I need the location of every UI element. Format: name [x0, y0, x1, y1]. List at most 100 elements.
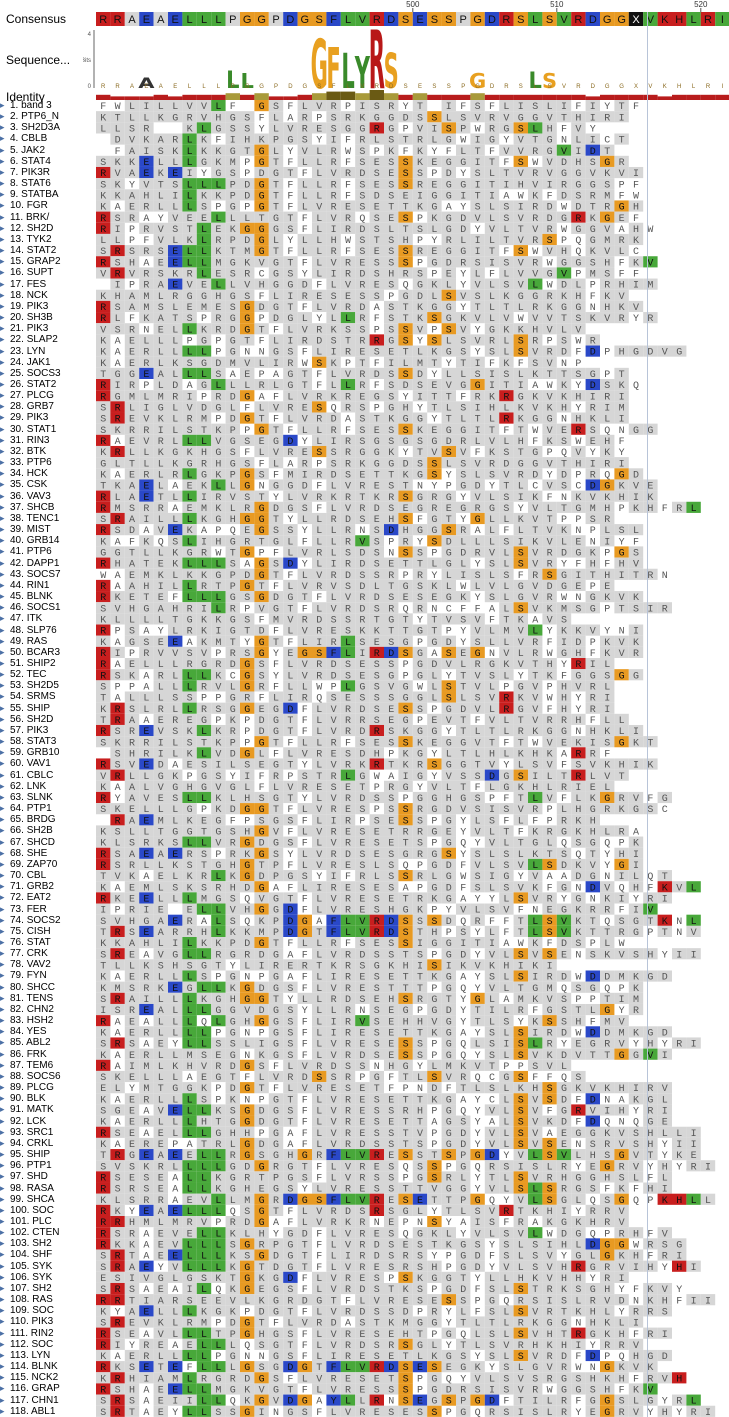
sequence-name-row[interactable]: ▸ 99. SHCA: [0, 1194, 96, 1205]
sequence-name-row[interactable]: ▸ 13. TYK2: [0, 234, 96, 245]
sequence-name-row[interactable]: ▸ 56. SH2D: [0, 714, 96, 725]
sequence-name-row[interactable]: ▸ 48. SLP76: [0, 625, 96, 636]
sequence-name-row[interactable]: ▸ 118. ABL1: [0, 1406, 96, 1417]
sequence-name-row[interactable]: ▸ 112. SOC: [0, 1339, 96, 1350]
sequence-name-row[interactable]: ▸ 57. PIK3: [0, 725, 96, 736]
sequence-name-row[interactable]: ▸ 80. SHCC: [0, 982, 96, 993]
sequence-name-row[interactable]: ▸ 71. GRB2: [0, 881, 96, 892]
sequence-name-row[interactable]: ▸ 42. DAPP1: [0, 558, 96, 569]
sequence-name-row[interactable]: ▸ 54. SRMS: [0, 691, 96, 702]
sequence-name-row[interactable]: ▸ 82. CHN2: [0, 1004, 96, 1015]
sequence-name-row[interactable]: ▸ 25. SOCS3: [0, 368, 96, 379]
sequence-name-row[interactable]: ▸ 51. SHIP2: [0, 658, 96, 669]
sequence-name-row[interactable]: ▸ 32. BTK: [0, 446, 96, 457]
sequence-name-row[interactable]: ▸ 103. SH2: [0, 1238, 96, 1249]
sequence-name-row[interactable]: ▸ 5. JAK2: [0, 145, 96, 156]
sequence-name-row[interactable]: ▸ 61. CBLC: [0, 770, 96, 781]
sequence-name-row[interactable]: ▸ 53. SH2D5: [0, 680, 96, 691]
sequence-name-row[interactable]: ▸ 89. PLCG: [0, 1082, 96, 1093]
sequence-name-row[interactable]: ▸ 7. PIK3R: [0, 167, 96, 178]
sequence-name-row[interactable]: ▸ 37. SHCB: [0, 502, 96, 513]
sequence-name-row[interactable]: ▸ 55. SHIP: [0, 703, 96, 714]
sequence-name-row[interactable]: ▸ 66. SH2B: [0, 825, 96, 836]
sequence-name-row[interactable]: ▸ 81. TENS: [0, 993, 96, 1004]
sequence-name-row[interactable]: ▸ 76. STAT: [0, 937, 96, 948]
sequence-name-row[interactable]: ▸ 18. NCK: [0, 290, 96, 301]
sequence-name-row[interactable]: ▸ 2. PTP6_N: [0, 111, 96, 122]
sequence-name-row[interactable]: ▸ 113. LYN: [0, 1350, 96, 1361]
sequence-name-row[interactable]: ▸ 77. CRK: [0, 948, 96, 959]
sequence-name-row[interactable]: ▸ 91. MATK: [0, 1104, 96, 1115]
sequence-name-row[interactable]: ▸ 4. CBLB: [0, 133, 96, 144]
sequence-name-row[interactable]: ▸ 43. SOCS7: [0, 569, 96, 580]
sequence-name-row[interactable]: ▸ 29. PIK3: [0, 412, 96, 423]
sequence-name-row[interactable]: ▸ 6. STAT4: [0, 156, 96, 167]
sequence-name-row[interactable]: ▸ 39. MIST: [0, 524, 96, 535]
sequence-name-row[interactable]: ▸ 34. HCK: [0, 468, 96, 479]
sequence-name-row[interactable]: ▸ 36. VAV3: [0, 491, 96, 502]
sequence-name-row[interactable]: ▸ 22. SLAP2: [0, 334, 96, 345]
sequence-name-row[interactable]: ▸ 49. RAS: [0, 636, 96, 647]
sequence-name-row[interactable]: ▸ 46. SOCS1: [0, 602, 96, 613]
sequence-name-row[interactable]: ▸ 11. BRK/: [0, 212, 96, 223]
sequence-name-row[interactable]: ▸ 41. PTP6: [0, 546, 96, 557]
sequence-name-row[interactable]: ▸ 59. GRB10: [0, 747, 96, 758]
sequence-name-row[interactable]: ▸ 69. ZAP70: [0, 859, 96, 870]
sequence-name-row[interactable]: ▸ 74. SOCS2: [0, 915, 96, 926]
sequence-name-row[interactable]: ▸ 45. BLNK: [0, 591, 96, 602]
sequence-name-row[interactable]: ▸ 19. PIK3: [0, 301, 96, 312]
sequence-name-row[interactable]: ▸ 33. PTP6: [0, 457, 96, 468]
sequence-name-row[interactable]: ▸ 12. SH2D: [0, 223, 96, 234]
sequence-name-row[interactable]: ▸ 30. STAT1: [0, 424, 96, 435]
sequence-name-row[interactable]: ▸ 78. VAV2: [0, 959, 96, 970]
sequence-name-row[interactable]: ▸ 104. SHF: [0, 1249, 96, 1260]
sequence-name-row[interactable]: ▸ 79. FYN: [0, 970, 96, 981]
sequence-name-row[interactable]: ▸ 64. PTP1: [0, 803, 96, 814]
sequence-name-row[interactable]: ▸ 68. SHE: [0, 848, 96, 859]
sequence-name-row[interactable]: ▸ 86. FRK: [0, 1049, 96, 1060]
sequence-name-row[interactable]: ▸ 65. BRDG: [0, 814, 96, 825]
sequence-name-row[interactable]: ▸ 63. SLNK: [0, 792, 96, 803]
sequence-name-row[interactable]: ▸ 10. FGR: [0, 200, 96, 211]
sequence-name-row[interactable]: ▸ 115. NCK2: [0, 1372, 96, 1383]
sequence-name-row[interactable]: ▸ 114. BLNK: [0, 1361, 96, 1372]
sequence-name-row[interactable]: ▸ 44. RIN1: [0, 580, 96, 591]
sequence-name-row[interactable]: ▸ 47. ITK: [0, 613, 96, 624]
sequence-name-row[interactable]: ▸ 26. STAT2: [0, 379, 96, 390]
sequence-name-row[interactable]: ▸ 9. STATBA: [0, 189, 96, 200]
sequence-name-row[interactable]: ▸ 108. RAS: [0, 1294, 96, 1305]
sequence-name-row[interactable]: ▸ 87. TEM6: [0, 1060, 96, 1071]
sequence-name-row[interactable]: ▸ 116. GRAP: [0, 1383, 96, 1394]
sequence-name-row[interactable]: ▸ 75. CISH: [0, 926, 96, 937]
sequence-name-row[interactable]: ▸ 31. RIN3: [0, 435, 96, 446]
sequence-name-row[interactable]: ▸ 40. GRB14: [0, 535, 96, 546]
sequence-name-row[interactable]: ▸ 84. YES: [0, 1026, 96, 1037]
sequence-name-row[interactable]: ▸ 70. CBL: [0, 870, 96, 881]
sequence-name-row[interactable]: ▸ 62. LNK: [0, 781, 96, 792]
sequence-name-row[interactable]: ▸ 35. CSK: [0, 479, 96, 490]
sequence-name-row[interactable]: ▸ 21. PIK3: [0, 323, 96, 334]
sequence-name-row[interactable]: ▸ 90. BLK: [0, 1093, 96, 1104]
alignment-grid[interactable]: F W L I L L V V L F G S F L V R P I S R Y T I F S F L I S L I F I Y T FK T L L…: [96, 100, 729, 1417]
sequence-name-row[interactable]: ▸ 83. HSH2: [0, 1015, 96, 1026]
sequence-name-row[interactable]: ▸ 107. SH2: [0, 1283, 96, 1294]
sequence-name-row[interactable]: ▸ 58. STAT3: [0, 736, 96, 747]
sequence-name-row[interactable]: ▸ 106. SYK: [0, 1272, 96, 1283]
sequence-name-row[interactable]: ▸ 73. FER: [0, 904, 96, 915]
sequence-name-row[interactable]: ▸ 111. RIN2: [0, 1328, 96, 1339]
sequence-name-row[interactable]: ▸ 109. SOC: [0, 1305, 96, 1316]
sequence-name-row[interactable]: ▸ 14. STAT2: [0, 245, 96, 256]
sequence-name-row[interactable]: ▸ 1. band 3: [0, 100, 96, 111]
sequence-name-row[interactable]: ▸ 100. SOC: [0, 1205, 96, 1216]
sequence-name-row[interactable]: ▸ 85. ABL2: [0, 1037, 96, 1048]
sequence-name-row[interactable]: ▸ 67. SHCD: [0, 837, 96, 848]
sequence-name-row[interactable]: ▸ 96. PTP1: [0, 1160, 96, 1171]
sequence-name-row[interactable]: ▸ 27. PLCG: [0, 390, 96, 401]
sequence-name-row[interactable]: ▸ 98. RASA: [0, 1183, 96, 1194]
sequence-name-row[interactable]: ▸ 97. SHD: [0, 1171, 96, 1182]
sequence-name-row[interactable]: ▸ 60. VAV1: [0, 758, 96, 769]
sequence-name-row[interactable]: ▸ 102. CTEN: [0, 1227, 96, 1238]
sequence-name-row[interactable]: ▸ 8. STAT6: [0, 178, 96, 189]
sequence-name-row[interactable]: ▸ 92. LCK: [0, 1116, 96, 1127]
sequence-name-row[interactable]: ▸ 105. SYK: [0, 1261, 96, 1272]
